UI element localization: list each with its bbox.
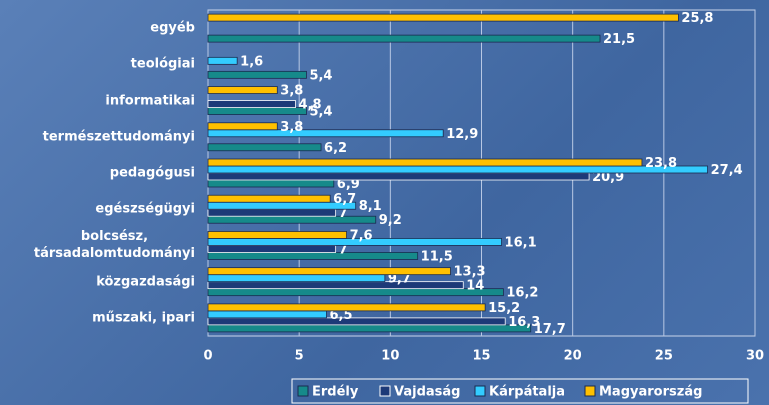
x-tick-label: 0 bbox=[203, 349, 212, 364]
value-label: 25,8 bbox=[681, 11, 713, 26]
value-label: 20,9 bbox=[592, 170, 624, 185]
legend-swatch bbox=[474, 385, 486, 397]
bar bbox=[207, 303, 486, 312]
value-label: 7 bbox=[339, 242, 348, 257]
bar bbox=[207, 129, 444, 138]
bar bbox=[207, 310, 327, 319]
bar bbox=[207, 267, 451, 276]
value-label: 6,9 bbox=[337, 177, 360, 192]
legend-label: Kárpátalja bbox=[489, 385, 565, 400]
value-label: 21,5 bbox=[603, 32, 635, 47]
value-label: 23,8 bbox=[645, 156, 677, 171]
bar bbox=[207, 122, 278, 131]
y-tick-label: teológiai bbox=[130, 56, 195, 72]
value-label: 9,2 bbox=[379, 213, 402, 228]
value-label: 7 bbox=[339, 206, 348, 221]
value-label: 12,9 bbox=[446, 127, 478, 142]
legend-swatch bbox=[584, 385, 596, 397]
bar bbox=[207, 56, 238, 65]
value-label: 11,5 bbox=[421, 249, 453, 264]
value-label: 5,4 bbox=[309, 105, 332, 120]
y-tick-label: informatikai bbox=[105, 93, 195, 109]
bar bbox=[207, 245, 337, 253]
y-tick-label: közgazdasági bbox=[96, 274, 195, 290]
bar bbox=[207, 215, 377, 224]
x-tick-label: 25 bbox=[655, 349, 673, 364]
bar bbox=[207, 107, 307, 115]
legend-swatch bbox=[379, 385, 391, 397]
bar bbox=[207, 288, 504, 297]
value-label: 3,8 bbox=[280, 84, 303, 99]
y-tick-label: természettudományi bbox=[42, 129, 195, 145]
bar bbox=[207, 208, 337, 217]
bar bbox=[207, 165, 708, 174]
value-label: 5,4 bbox=[309, 68, 332, 83]
value-label: 16,2 bbox=[506, 286, 538, 301]
value-label: 3,8 bbox=[280, 120, 303, 135]
value-label: 8,1 bbox=[359, 199, 382, 214]
value-label: 16,1 bbox=[505, 235, 537, 250]
value-label: 27,4 bbox=[711, 163, 743, 178]
bar bbox=[207, 231, 347, 239]
bar bbox=[207, 86, 278, 94]
value-label: 6,2 bbox=[324, 141, 347, 156]
y-tick-label: bolcsész, társadalomtudományi bbox=[33, 229, 195, 262]
bar bbox=[207, 252, 419, 260]
bar bbox=[207, 274, 386, 283]
bar bbox=[207, 13, 679, 22]
value-label: 7,6 bbox=[350, 228, 373, 243]
y-tick-label: egészségügyi bbox=[95, 201, 195, 217]
x-tick-label: 30 bbox=[746, 349, 764, 364]
value-label: 17,7 bbox=[534, 322, 566, 337]
y-tick-label: pedagógusi bbox=[109, 165, 195, 181]
legend-box bbox=[291, 378, 749, 404]
legend-label: Vajdaság bbox=[394, 385, 460, 400]
bar bbox=[207, 317, 506, 326]
value-label: 9,7 bbox=[388, 272, 411, 287]
value-label: 13,3 bbox=[454, 265, 486, 280]
bar bbox=[207, 238, 502, 246]
value-label: 6,5 bbox=[330, 308, 353, 323]
x-tick-label: 5 bbox=[295, 349, 304, 364]
bar bbox=[207, 34, 601, 43]
bar bbox=[207, 281, 464, 290]
y-tick-label: egyéb bbox=[150, 20, 195, 36]
x-tick-label: 20 bbox=[564, 349, 582, 364]
bar bbox=[207, 324, 532, 333]
bar bbox=[207, 100, 296, 108]
value-label: 4,8 bbox=[299, 98, 322, 113]
bar bbox=[207, 179, 335, 188]
value-label: 6,7 bbox=[333, 192, 356, 207]
x-tick-label: 10 bbox=[381, 349, 399, 364]
bar bbox=[207, 194, 331, 203]
value-label: 16,3 bbox=[508, 315, 540, 330]
bar bbox=[207, 70, 307, 79]
value-label: 1,6 bbox=[240, 54, 263, 69]
legend-label: Erdély bbox=[312, 385, 359, 400]
bar bbox=[207, 158, 643, 167]
y-tick-label: műszaki, ipari bbox=[92, 310, 195, 326]
value-label: 14 bbox=[466, 279, 484, 294]
legend-label: Magyarország bbox=[599, 385, 702, 400]
bar bbox=[207, 143, 322, 152]
x-tick-label: 15 bbox=[472, 349, 490, 364]
value-label: 15,2 bbox=[488, 301, 520, 316]
bar bbox=[207, 172, 590, 181]
legend-swatch bbox=[297, 385, 309, 397]
